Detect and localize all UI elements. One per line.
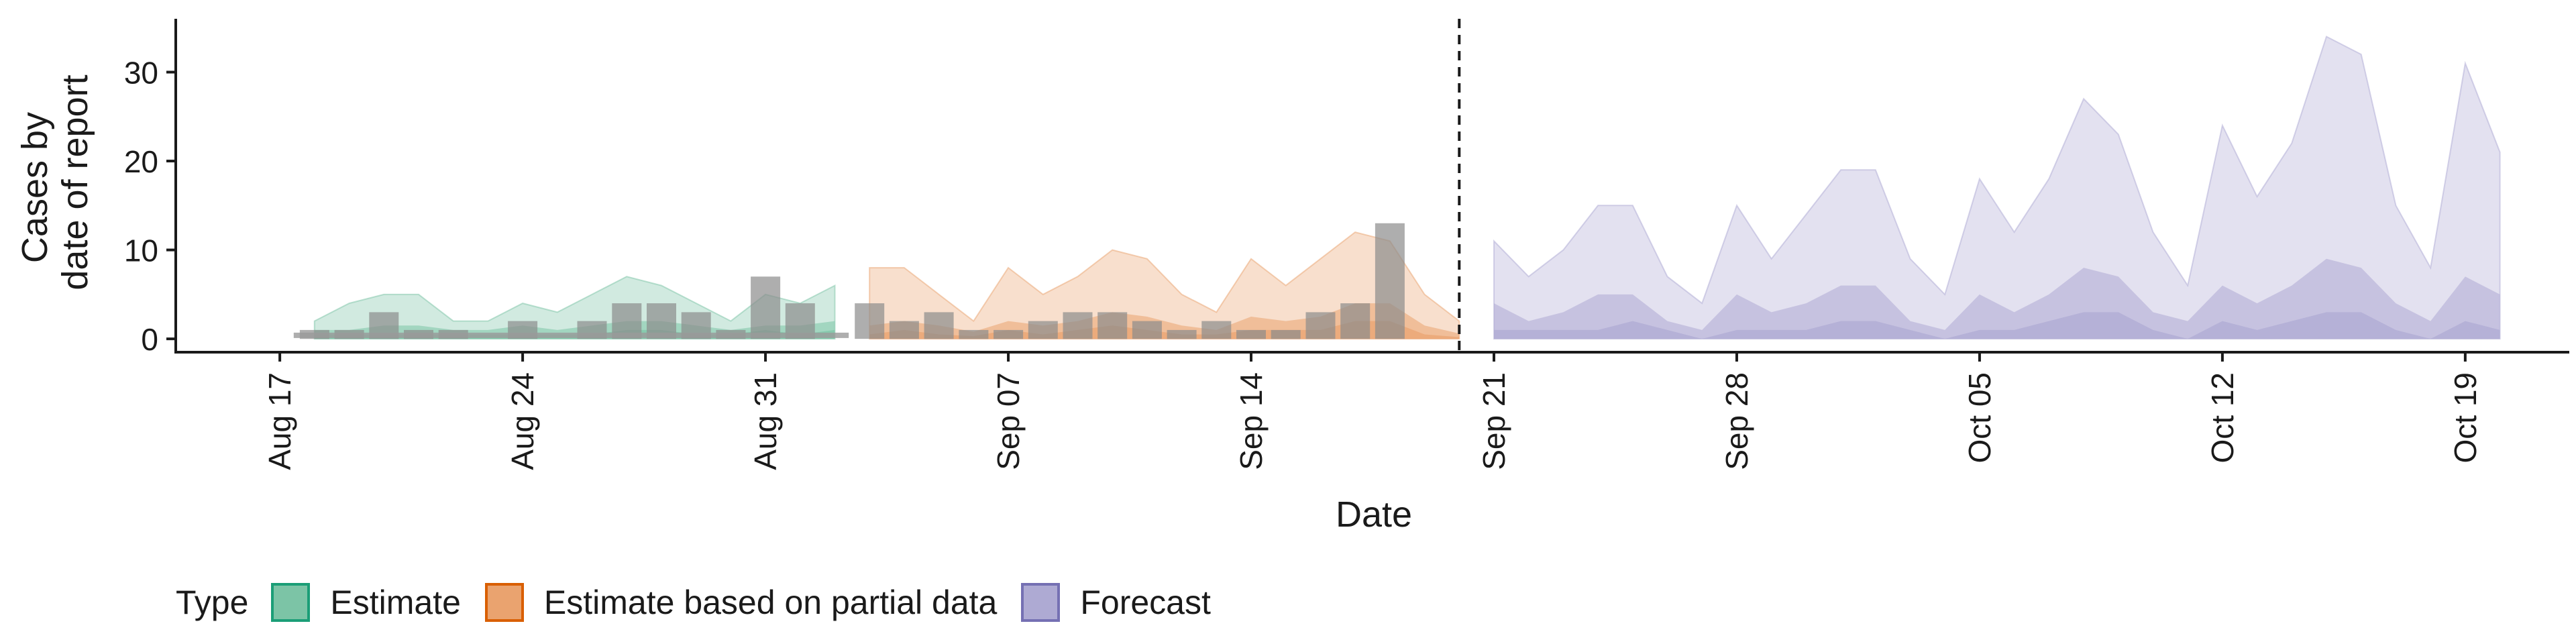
observed-case-bar [1340, 303, 1371, 339]
observed-case-bar [994, 329, 1024, 339]
legend-item-estimate: Estimate [271, 583, 461, 622]
observed-case-bar [1132, 321, 1162, 339]
x-tick-label: Sep 28 [1719, 372, 1754, 470]
legend-item-forecast: Forecast [1021, 583, 1211, 622]
x-axis-title: Date [1336, 494, 1412, 535]
x-tick-label: Aug 24 [505, 372, 540, 470]
observed-case-bar [1375, 223, 1405, 339]
legend-label-forecast: Forecast [1080, 584, 1211, 621]
x-tick-label: Oct 05 [1962, 372, 1997, 464]
observed-case-bar [1271, 329, 1301, 339]
y-tick-label: 20 [124, 144, 158, 179]
y-tick-label: 0 [141, 322, 158, 357]
forecast-inner-band [1494, 258, 2500, 339]
legend-item-partial: Estimate based on partial data [484, 583, 998, 622]
forecast-median-band [1494, 312, 2500, 339]
x-tick-label: Sep 21 [1477, 372, 1511, 470]
x-tick-label: Sep 14 [1234, 372, 1269, 470]
legend-key-partial [484, 583, 524, 622]
x-tick-label: Aug 17 [262, 372, 297, 470]
legend-key-estimate [271, 583, 311, 622]
observed-case-bar [889, 321, 919, 339]
axes: 0 10 20 30 Aug 17 Aug 24 Aug 31 Sep 07 Sep 14 Sep… [124, 19, 2569, 470]
observed-case-bar [855, 303, 885, 339]
legend-label-estimate: Estimate [330, 584, 461, 621]
x-tick-label: Oct 19 [2448, 372, 2483, 464]
observed-case-bar [959, 329, 989, 339]
observed-case-bar [751, 276, 781, 339]
observed-case-bar [1201, 321, 1232, 339]
y-axis-title: Cases by date of report [15, 74, 95, 290]
x-tick-label: Sep 07 [991, 372, 1026, 470]
observed-case-bar [1167, 329, 1197, 339]
y-axis-title-line-1: Cases by [15, 112, 55, 263]
legend-label-partial: Estimate based on partial data [543, 584, 998, 621]
legend-title: Type [176, 584, 249, 621]
observed-case-bar [1305, 312, 1336, 339]
observed-case-bar [1097, 312, 1128, 339]
y-tick-label: 10 [124, 233, 158, 268]
observed-case-bar [1028, 321, 1058, 339]
legend-key-forecast [1021, 583, 1061, 622]
plot-area [293, 36, 2501, 340]
observed-case-bar [1063, 312, 1093, 339]
x-tick-label: Aug 31 [748, 372, 783, 470]
x-tick-label: Oct 12 [2205, 372, 2240, 464]
observed-case-bar [1236, 329, 1266, 339]
chart: 0 10 20 30 Aug 17 Aug 24 Aug 31 Sep 07 Sep 14 Sep… [15, 19, 2569, 535]
y-axis-title-line-2: date of report [55, 74, 95, 290]
y-tick-label: 30 [124, 56, 158, 91]
observed-case-bar [924, 312, 954, 339]
legend: Type Estimate Estimate based on partial … [176, 576, 1235, 629]
